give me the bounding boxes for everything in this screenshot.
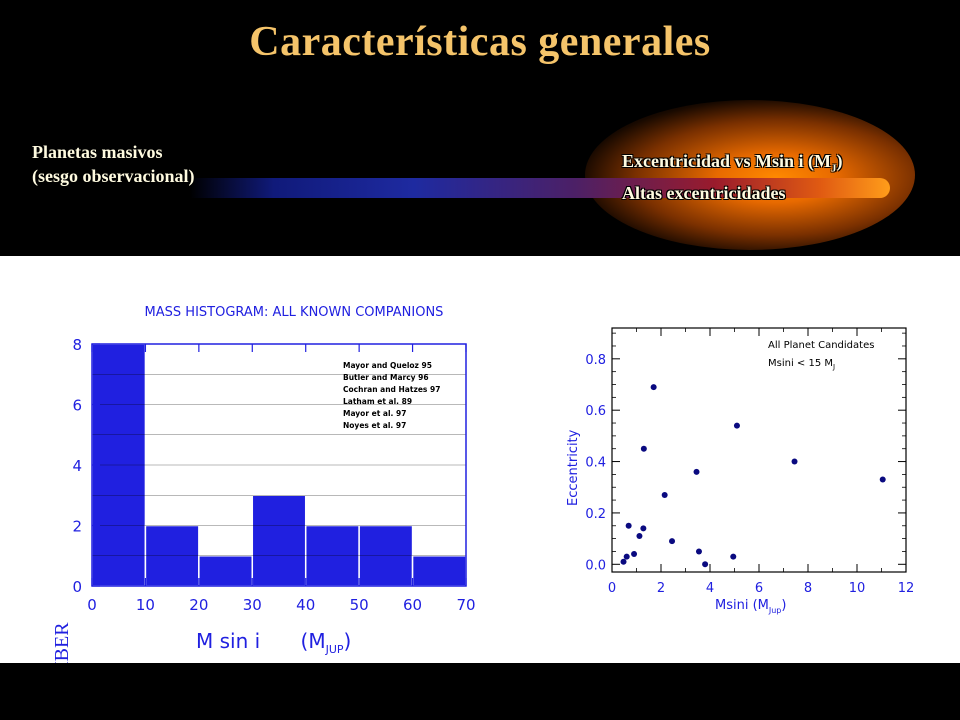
- scatter-point: [636, 533, 643, 540]
- scatter-x-tick-label: 8: [804, 581, 812, 596]
- scatter-point: [879, 476, 886, 483]
- scatter-x-label-sub: Jup: [768, 606, 782, 615]
- histogram-x-label-main: M sin i: [196, 629, 260, 653]
- gradient-beam-decoration: [190, 178, 890, 198]
- scatter-x-label-main: Msini (M: [715, 598, 769, 613]
- scatter-y-tick-label: 0.0: [585, 558, 606, 573]
- scatter-point: [702, 561, 709, 568]
- histogram-legend-entry: Mayor and Queloz 95: [343, 361, 432, 370]
- scatter-y-tick-label: 0.6: [585, 404, 606, 419]
- scatter-point: [623, 553, 630, 560]
- orange-glow-decoration: [585, 100, 915, 250]
- histogram-legend-entry: Butler and Marcy 96: [343, 373, 429, 382]
- scatter-point: [650, 384, 657, 391]
- figure-panel: MASS HISTOGRAM: ALL KNOWN COMPANIONS 0 10…: [0, 256, 960, 663]
- histogram-x-tick-label: 20: [189, 596, 208, 614]
- scatter-x-tick-label: 6: [755, 581, 763, 596]
- histogram-x-tick-label: 10: [136, 596, 155, 614]
- left-caption-line1: Planetas masivos: [32, 142, 163, 162]
- left-caption-line2: (sesgo observacional): [32, 166, 195, 186]
- scatter-x-tick-label: 2: [657, 581, 665, 596]
- histogram-x-label-unit-sub: JUP: [325, 643, 344, 656]
- scatter-x-label-close: ): [781, 598, 786, 613]
- scatter-annotation-line2-main: Msini < 15 M: [768, 358, 833, 369]
- right-caption-line1-suffix: ): [836, 151, 843, 171]
- scatter-point: [733, 422, 740, 429]
- histogram-bar: [198, 555, 254, 587]
- left-caption: Planetas masivos (sesgo observacional): [32, 140, 194, 188]
- right-caption-line1-sub: J: [831, 162, 837, 175]
- right-caption-line1-prefix: Excentricidad vs Msin i (M: [622, 151, 831, 171]
- histogram-x-tick-label: 30: [243, 596, 262, 614]
- scatter-y-tick-label: 0.4: [585, 456, 606, 471]
- histogram-title: MASS HISTOGRAM: ALL KNOWN COMPANIONS: [145, 305, 444, 320]
- right-caption: Excentricidad vs Msin i (MJ) Altas excen…: [622, 149, 843, 205]
- eccentricity-scatter-chart: 0 2 4 6 8 10 12 0.0 0.2 0.4 0.6 0.8 All Planet Cand…: [566, 327, 915, 615]
- scatter-point: [669, 538, 676, 545]
- histogram-y-tick-label: 0: [72, 578, 82, 596]
- scatter-point: [661, 491, 668, 498]
- histogram-bar: [251, 494, 307, 587]
- scatter-point: [640, 525, 647, 532]
- histogram-x-tick-label: 50: [350, 596, 369, 614]
- histogram-y-tick-label: 6: [72, 397, 82, 415]
- histogram-x-tick-label: 0: [87, 596, 97, 614]
- scatter-annotation-line1: All Planet Candidates: [768, 340, 874, 351]
- scatter-x-tick-label: 4: [706, 581, 714, 596]
- slide-title: Características generales: [249, 19, 711, 65]
- histogram-legend-entry: Cochran and Hatzes 97: [343, 385, 440, 394]
- histogram-x-tick-label: 60: [403, 596, 422, 614]
- histogram-x-tick-label: 40: [296, 596, 315, 614]
- scatter-point: [625, 522, 632, 529]
- scatter-point: [620, 558, 627, 565]
- scatter-point: [791, 458, 798, 465]
- histogram-x-label-unit: (M: [301, 629, 326, 653]
- scatter-annotation-line2: Msini < 15 MJ: [768, 358, 835, 371]
- scatter-y-tick-label: 0.8: [585, 353, 606, 368]
- scatter-point: [730, 553, 737, 560]
- scatter-x-tick-label: 10: [849, 581, 866, 596]
- right-caption-line2: Altas excentricidades: [622, 182, 786, 203]
- histogram-legend-entry: Mayor et al. 97: [343, 409, 406, 418]
- scatter-point: [695, 548, 702, 555]
- histogram-legend-entry: Noyes et al. 97: [343, 421, 406, 430]
- scatter-point: [631, 551, 638, 558]
- scatter-x-tick-label: 12: [898, 581, 915, 596]
- histogram-x-label: M sin i (MJUP): [196, 629, 351, 656]
- scatter-frame: [611, 327, 907, 573]
- histogram-x-tick-label: 70: [456, 596, 475, 614]
- right-caption-line1: Excentricidad vs Msin i (MJ): [622, 149, 843, 181]
- histogram-y-tick-label: 4: [72, 457, 82, 475]
- histogram-legend-entry: Latham et al. 89: [343, 397, 412, 406]
- histogram-y-label: NUMBER: [51, 622, 73, 663]
- scatter-x-label: Msini (MJup): [715, 598, 786, 615]
- scatter-point: [640, 445, 647, 452]
- histogram-y-tick-label: 8: [72, 336, 82, 354]
- scatter-y-tick-label: 0.2: [585, 507, 606, 522]
- scatter-point: [693, 468, 700, 475]
- histogram-x-label-unit-close: ): [344, 629, 352, 653]
- mass-histogram-chart: MASS HISTOGRAM: ALL KNOWN COMPANIONS 0 10…: [51, 305, 476, 663]
- scatter-annotation-line2-sub: J: [832, 363, 835, 371]
- histogram-bar: [411, 555, 467, 587]
- scatter-x-tick-label: 0: [608, 581, 616, 596]
- scatter-y-label: Eccentricity: [566, 429, 581, 506]
- histogram-y-tick-label: 2: [72, 518, 82, 536]
